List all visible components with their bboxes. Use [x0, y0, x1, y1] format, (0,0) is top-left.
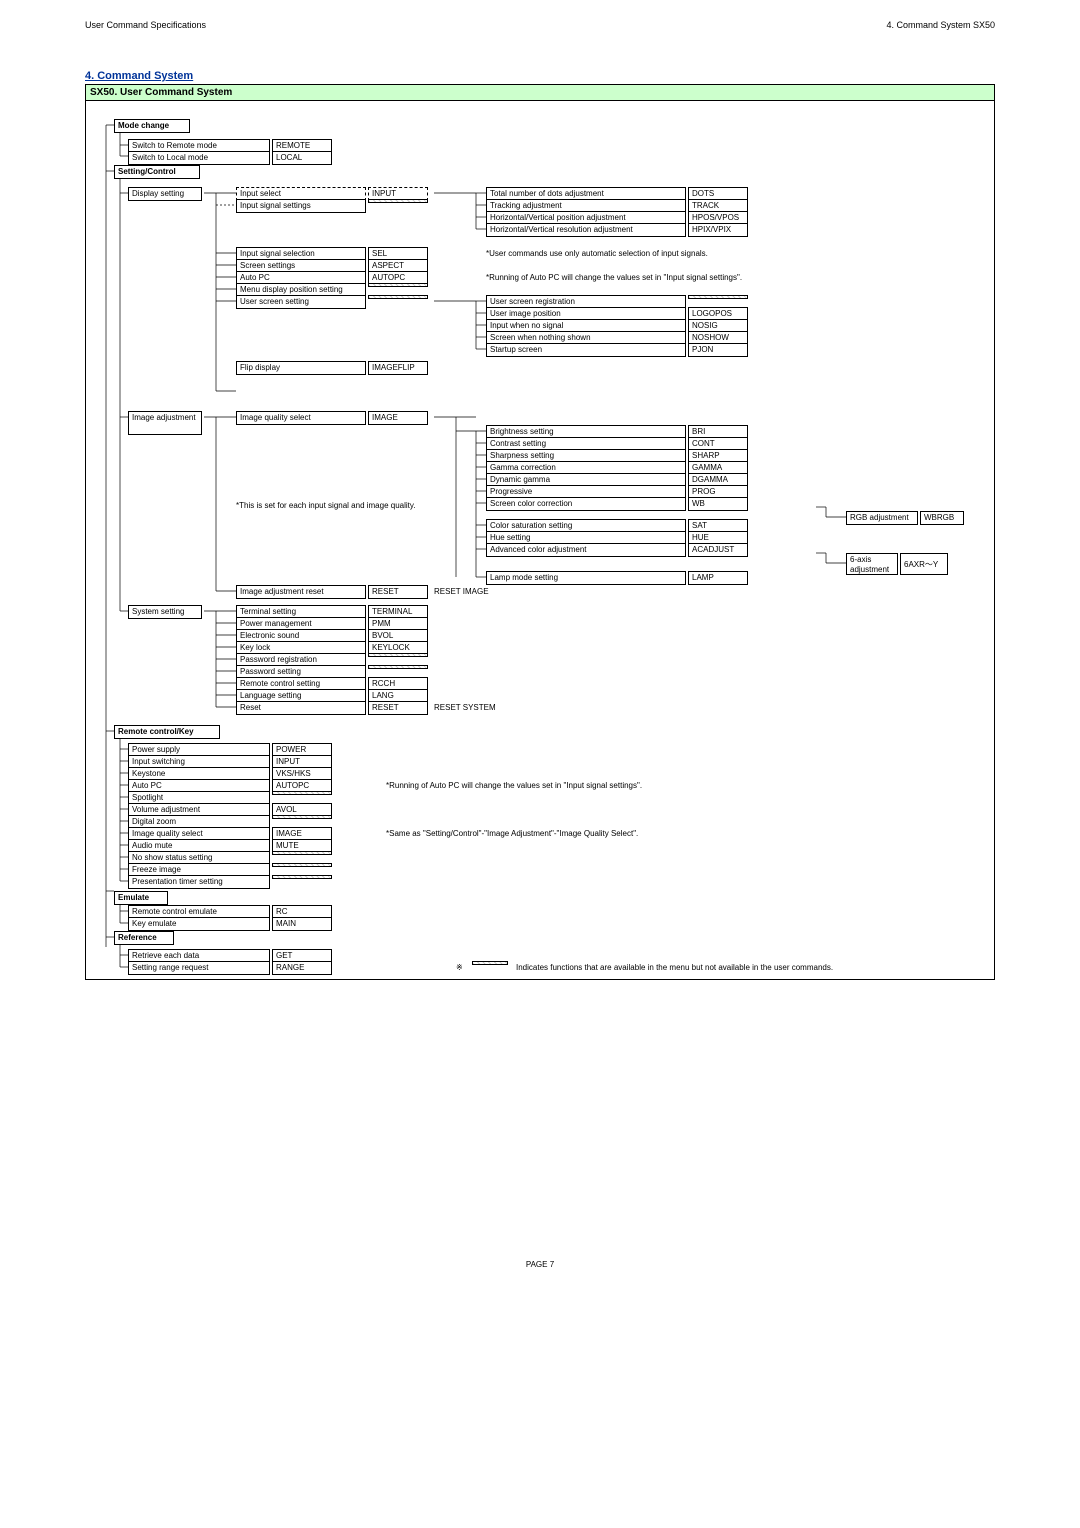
wb-cmd: WB	[688, 497, 748, 511]
img-reset-label: Image adjustment reset	[236, 585, 366, 599]
aca-label: Advanced color adjustment	[486, 543, 686, 557]
img-reset-cmd: RESET	[368, 585, 428, 599]
six-axis-label: 6-axis adjustment	[846, 553, 898, 575]
sub-title: SX50. User Command System	[85, 84, 995, 100]
note-autopc: *Running of Auto PC will change the valu…	[486, 273, 742, 282]
rk-dzoom-cmd-blank	[272, 815, 332, 819]
emulate-header: Emulate	[114, 891, 168, 905]
switch-local-cmd: LOCAL	[272, 151, 332, 165]
uscr-startup-label: Startup screen	[486, 343, 686, 357]
pwset-cmd-blank	[368, 665, 428, 669]
rk-ptimer-label: Presentation timer setting	[128, 875, 270, 889]
img-quality-cmd: IMAGE	[368, 411, 428, 425]
system-setting-header: System setting	[128, 605, 202, 619]
img-quality-label: Image quality select	[236, 411, 366, 425]
em-main-label: Key emulate	[128, 917, 270, 931]
rk-ptimer-cmd-blank	[272, 875, 332, 879]
switch-local-label: Switch to Local mode	[128, 151, 270, 165]
uscr-reg-cmd-blank	[688, 295, 748, 299]
display-setting-header: Display setting	[128, 187, 202, 201]
legend-star: ※	[456, 963, 463, 972]
aca-cmd: ACADJUST	[688, 543, 748, 557]
hpix-cmd: HPIX/VPIX	[688, 223, 748, 237]
mode-change-header: Mode change	[114, 119, 190, 133]
legend-text: Indicates functions that are available i…	[516, 963, 833, 972]
pwreg-cmd-blank	[368, 653, 428, 657]
page-number: PAGE 7	[85, 1260, 995, 1269]
uscr-startup-cmd: PJON	[688, 343, 748, 357]
rk-imgq-note: *Same as "Setting/Control"-"Image Adjust…	[386, 829, 638, 838]
input-signal-settings-cmd-blank	[368, 199, 428, 203]
remote-key-header: Remote control/Key	[114, 725, 220, 739]
legend-box	[472, 961, 508, 965]
img-reset-out: RESET IMAGE	[434, 587, 489, 596]
ref-range-cmd: RANGE	[272, 961, 332, 975]
sys-reset-label: Reset	[236, 701, 366, 715]
header-right: 4. Command System SX50	[886, 20, 995, 30]
user-screen-label: User screen setting	[236, 295, 366, 309]
menu-pos-cmd-blank	[368, 283, 428, 287]
reference-header: Reference	[114, 931, 174, 945]
sys-reset-cmd: RESET	[368, 701, 428, 715]
user-screen-cmd-blank	[368, 295, 428, 299]
flip-label: Flip display	[236, 361, 366, 375]
section-title: 4. Command System	[85, 70, 995, 82]
ref-range-label: Setting range request	[128, 961, 270, 975]
rgb-adj-label: RGB adjustment	[846, 511, 918, 525]
wb-label: Screen color correction	[486, 497, 686, 511]
rk-spot-cmd-blank	[272, 791, 332, 795]
note-quality: *This is set for each input signal and i…	[236, 501, 416, 510]
rk-freeze-cmd-blank	[272, 863, 332, 867]
lamp-cmd: LAMP	[688, 571, 748, 585]
image-adjustment-header: Image adjustment	[128, 411, 202, 435]
rgb-adj-cmd: WBRGB	[920, 511, 964, 525]
em-main-cmd: MAIN	[272, 917, 332, 931]
flip-cmd: IMAGEFLIP	[368, 361, 428, 375]
setting-control-header: Setting/Control	[114, 165, 200, 179]
header-left: User Command Specifications	[85, 20, 206, 30]
rk-autopc-note: *Running of Auto PC will change the valu…	[386, 781, 642, 790]
note-sel: *User commands use only automatic select…	[486, 249, 708, 258]
sys-reset-out: RESET SYSTEM	[434, 703, 496, 712]
six-axis-cmd: 6AXR～Y	[900, 553, 948, 575]
input-signal-settings-label: Input signal settings	[236, 199, 366, 213]
hpix-label: Horizontal/Vertical resolution adjustmen…	[486, 223, 686, 237]
lamp-label: Lamp mode setting	[486, 571, 686, 585]
rk-noshow-cmd-blank	[272, 851, 332, 855]
